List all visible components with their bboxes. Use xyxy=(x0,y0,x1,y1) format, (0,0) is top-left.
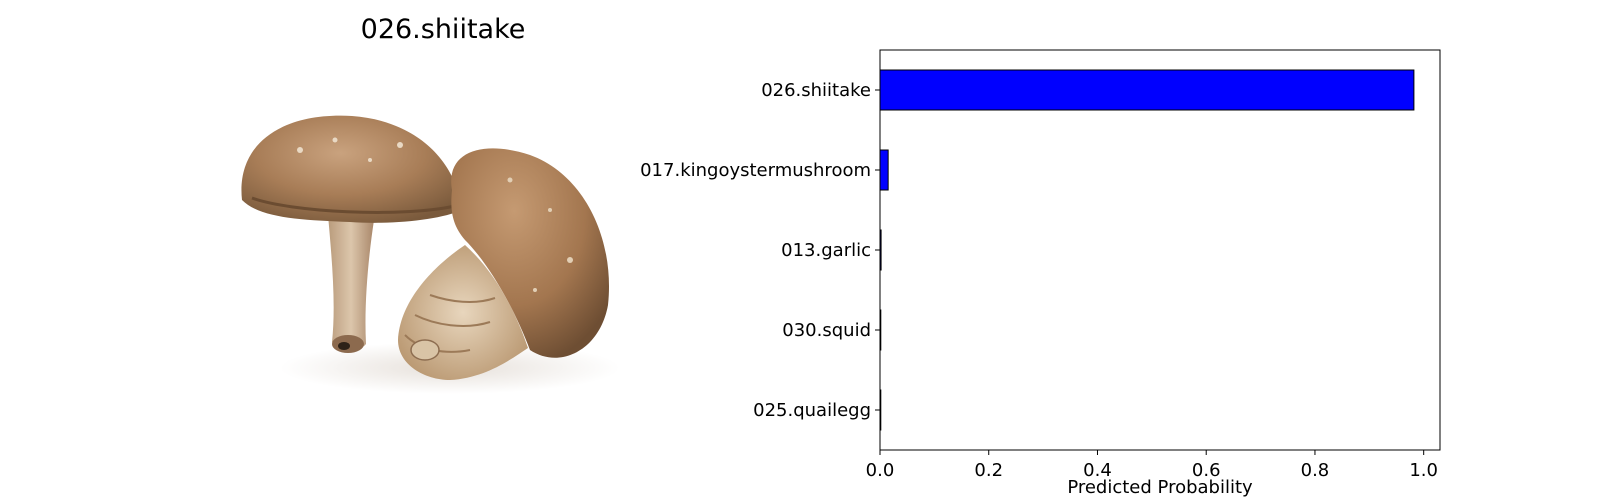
bar-0 xyxy=(879,69,1415,111)
x-tick-label-2: 0.4 xyxy=(1083,460,1112,481)
y-tick-label-3: 030.squid xyxy=(782,320,871,341)
bars-group xyxy=(879,69,1415,431)
y-tick-label-1: 017.kingoystermushroom xyxy=(640,160,871,181)
y-tick-label-4: 025.quailegg xyxy=(753,400,871,421)
y-tick-label-2: 013.garlic xyxy=(781,240,871,261)
x-axis-ticks: 0.0 0.2 0.4 0.6 0.8 1.0 xyxy=(866,450,1438,481)
x-tick-label-0: 0.0 xyxy=(866,460,895,481)
x-tick-label-3: 0.6 xyxy=(1192,460,1221,481)
bar-1 xyxy=(879,149,889,191)
y-tick-label-0: 026.shiitake xyxy=(761,80,871,101)
shiitake-mushroom-photo xyxy=(241,115,620,394)
x-tick-label-4: 0.8 xyxy=(1301,460,1330,481)
image-title: 026.shiitake xyxy=(360,14,526,45)
x-axis-label: Predicted Probability xyxy=(1067,477,1253,498)
x-tick-label-1: 0.2 xyxy=(974,460,1003,481)
x-tick-label-5: 1.0 xyxy=(1409,460,1438,481)
y-axis-ticks: 026.shiitake 017.kingoystermushroom 013.ga… xyxy=(640,80,880,421)
